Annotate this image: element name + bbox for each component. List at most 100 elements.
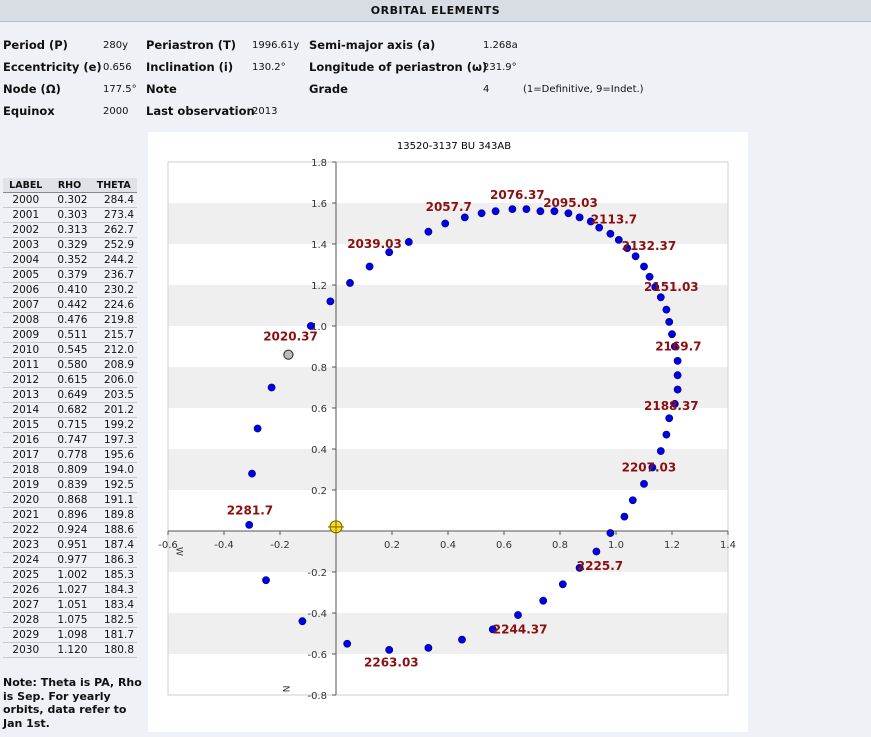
row-theta: 184.3 — [90, 582, 137, 598]
orbit-point — [595, 223, 604, 232]
grid-band — [168, 531, 728, 572]
header-rho: RHO — [48, 178, 91, 193]
date-annotation: 2020.37 — [263, 329, 318, 343]
x-tick-label: 1.0 — [608, 540, 624, 551]
node-label: Node (Ω) — [3, 82, 61, 96]
row-label: 2006 — [3, 282, 49, 298]
table-row: 2022 0.924 188.6 — [3, 522, 137, 538]
date-annotation: 2039.03 — [347, 237, 402, 251]
orbit-point — [645, 272, 654, 281]
row-label: 2008 — [3, 312, 49, 328]
ephemeris-table: LABEL RHO THETA 2000 0.302 284.4 2001 0.303 2… — [3, 178, 137, 658]
row-label: 2021 — [3, 507, 49, 523]
orbit-point — [668, 330, 676, 339]
x-tick-label: 0.6 — [496, 540, 512, 551]
orbit-point — [623, 244, 632, 252]
row-rho: 0.442 — [48, 297, 91, 313]
periastron-value: 1996.61y — [252, 40, 300, 51]
semimajor-label: Semi-major axis (a) — [309, 38, 436, 52]
y-tick-label: 1.6 — [311, 199, 327, 210]
row-label: 2001 — [3, 207, 49, 223]
row-label: 2013 — [3, 387, 49, 403]
row-theta: 244.2 — [90, 252, 137, 268]
table-row: 2016 0.747 197.3 — [3, 432, 137, 448]
row-theta: 181.7 — [90, 627, 137, 643]
equinox-label: Equinox — [3, 104, 55, 118]
orbit-point — [460, 213, 469, 222]
date-annotation: 2113.7 — [591, 213, 637, 227]
table-row: 2003 0.329 252.9 — [3, 237, 137, 253]
plot-frame — [167, 161, 729, 696]
orbit-point — [640, 262, 648, 271]
table-row: 2006 0.410 230.2 — [3, 282, 137, 298]
grid-band — [168, 367, 728, 408]
row-label: 2002 — [3, 222, 49, 238]
semimajor-value: 1.268a — [483, 40, 518, 51]
row-label: 2007 — [3, 297, 49, 313]
row-label: 2020 — [3, 492, 49, 508]
grid-band — [168, 449, 728, 490]
orbit-point — [458, 635, 466, 644]
orbit-point — [586, 217, 595, 226]
axis-label-n: N — [280, 685, 290, 692]
row-theta: 199.2 — [90, 417, 137, 433]
table-row: 2011 0.580 208.9 — [3, 357, 137, 373]
row-theta: 206.0 — [90, 372, 137, 388]
grid-band — [168, 613, 728, 654]
last-observation-value: 2013 — [252, 106, 278, 117]
row-theta: 183.4 — [90, 597, 137, 613]
row-rho: 0.715 — [48, 417, 91, 433]
row-theta: 215.7 — [90, 327, 137, 343]
table-row: 2005 0.379 236.7 — [3, 267, 137, 283]
row-rho: 0.410 — [48, 282, 91, 298]
table-row: 2020 0.868 191.1 — [3, 492, 137, 508]
table-row: 2010 0.545 212.0 — [3, 342, 137, 358]
date-annotation: 2244.37 — [493, 623, 548, 637]
orbit-point — [620, 512, 629, 521]
orbit-point — [648, 463, 657, 472]
row-label: 2010 — [3, 342, 49, 358]
row-rho: 1.002 — [48, 567, 91, 583]
orbit-point — [508, 205, 517, 214]
row-rho: 0.476 — [48, 312, 91, 328]
y-tick-label: 1.0 — [311, 322, 327, 333]
x-tick-label: 0.2 — [384, 540, 400, 551]
row-rho: 0.329 — [48, 237, 91, 253]
y-tick-label: 0.4 — [311, 445, 327, 456]
orbit-point — [564, 209, 573, 218]
row-theta: 201.2 — [90, 402, 137, 418]
node-value: 177.5° — [103, 84, 137, 95]
period-value: 280y — [103, 40, 129, 51]
orbit-point — [343, 639, 352, 648]
row-rho: 0.352 — [48, 252, 91, 268]
row-rho: 0.778 — [48, 447, 91, 463]
orbit-point — [673, 356, 682, 365]
row-rho: 0.809 — [48, 462, 91, 478]
row-label: 2011 — [3, 357, 49, 373]
orbit-point — [298, 617, 307, 626]
row-rho: 0.924 — [48, 522, 91, 538]
row-label: 2018 — [3, 462, 49, 478]
page-title: ORBITAL ELEMENTS — [0, 0, 871, 22]
row-label: 2027 — [3, 597, 49, 613]
row-theta: 219.8 — [90, 312, 137, 328]
y-tick-label: -0.8 — [307, 691, 327, 702]
table-row: 2002 0.313 262.7 — [3, 222, 137, 238]
row-label: 2017 — [3, 447, 49, 463]
row-rho: 0.649 — [48, 387, 91, 403]
row-rho: 0.951 — [48, 537, 91, 553]
table-row: 2001 0.303 273.4 — [3, 207, 137, 223]
orbit-point — [631, 252, 640, 261]
table-row: 2028 1.075 182.5 — [3, 612, 137, 628]
table-row: 2021 0.896 189.8 — [3, 507, 137, 523]
table-row: 2030 1.120 180.8 — [3, 642, 137, 658]
table-row: 2018 0.809 194.0 — [3, 462, 137, 478]
row-rho: 0.615 — [48, 372, 91, 388]
orbit-point — [491, 207, 500, 216]
orbit-point — [253, 424, 262, 433]
y-tick-label: 0.8 — [311, 363, 327, 374]
date-annotation: 2095.03 — [543, 196, 598, 210]
y-tick-label: 1.4 — [311, 240, 327, 251]
table-row: 2024 0.977 186.3 — [3, 552, 137, 568]
row-rho: 1.075 — [48, 612, 91, 628]
